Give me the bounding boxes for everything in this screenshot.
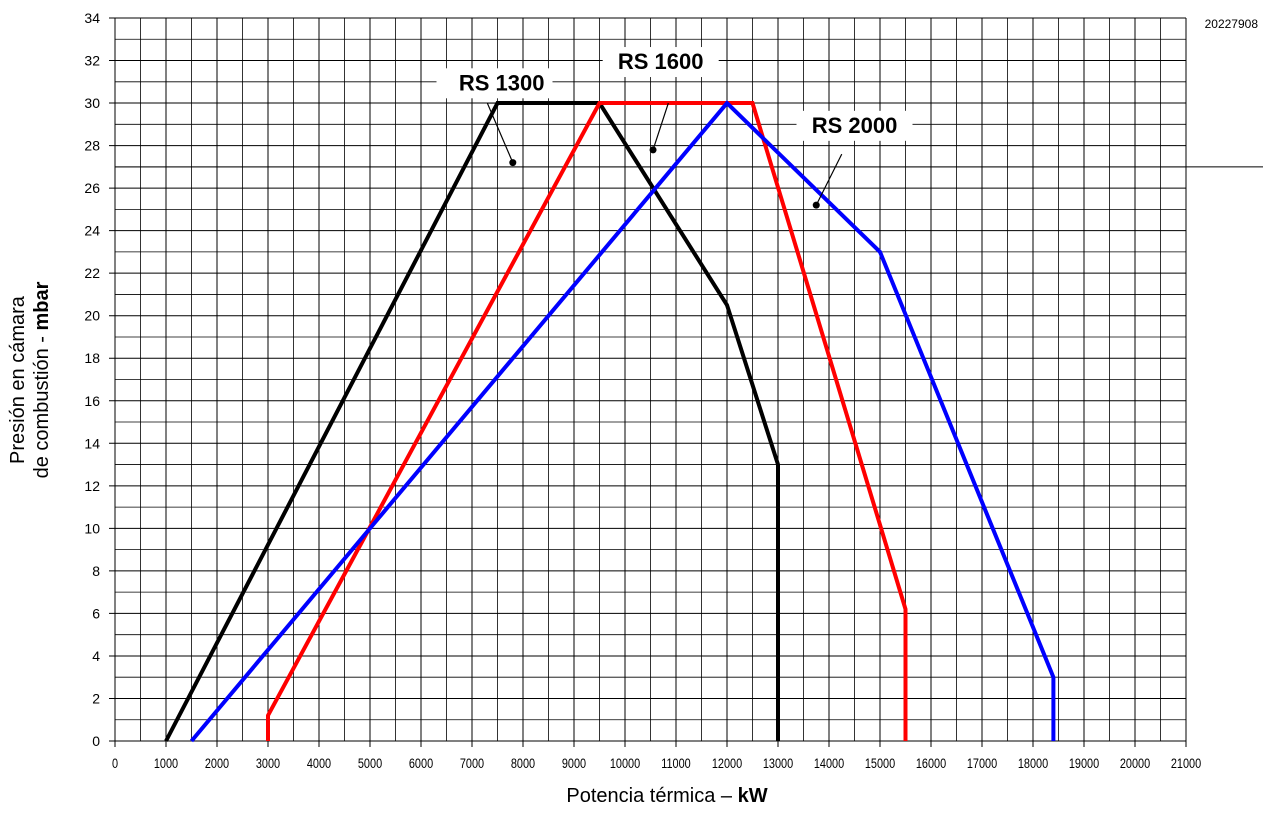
y-tick-label: 12 [84, 478, 100, 494]
callout-leader-line [815, 153, 843, 206]
grid-major [109, 17, 1263, 747]
y-axis-label-line1: Presión en cámara [7, 295, 29, 464]
x-tick-label: 13000 [763, 756, 793, 772]
y-tick-label: 16 [84, 393, 100, 409]
x-axis-label: Potencia térmica – kW [566, 785, 767, 807]
callout-background [436, 68, 553, 99]
series-line [189, 100, 1056, 743]
x-tick-label: 16000 [916, 756, 946, 772]
y-tick-label: 26 [84, 180, 100, 196]
x-tick-label: 14000 [814, 756, 844, 772]
y-tick-label: 4 [92, 648, 100, 664]
y-tick-label: 30 [84, 95, 100, 111]
y-tick-label: 22 [84, 265, 100, 281]
y-axis-label-line2: de combustión - mbar [31, 281, 53, 478]
x-tick-label: 19000 [1069, 756, 1099, 772]
series-label: RS 1300 [459, 70, 545, 95]
y-tick-label: 32 [84, 53, 100, 69]
x-axis-label-text: Potencia térmica – [566, 785, 737, 807]
y-tick-label: 0 [92, 733, 100, 749]
series-label: RS 1600 [618, 49, 704, 74]
y-tick-label: 14 [84, 435, 100, 451]
x-tick-label: 18000 [1018, 756, 1048, 772]
x-tick-label: 5000 [358, 756, 382, 772]
y-tick-label: 24 [84, 223, 100, 239]
series-callout: RS 2000 [796, 110, 913, 209]
x-tick-labels: 0 1000 2000 3000 4000 5000 6000 7000 8000 9000 100… [112, 756, 1201, 772]
x-tick-label: 12000 [712, 756, 742, 772]
callouts: RS 1300 RS 1600 RS 2000 [436, 47, 913, 209]
x-tick-label: 2000 [205, 756, 229, 772]
x-tick-label: 6000 [409, 756, 433, 772]
x-tick-label: 1000 [154, 756, 178, 772]
x-tick-label: 11000 [661, 756, 691, 772]
x-tick-label: 20000 [1120, 756, 1150, 772]
y-tick-label: 18 [84, 350, 100, 366]
x-tick-label: 17000 [967, 756, 997, 772]
y-axis-label: Presión en cámara de combustión - mbar [7, 281, 53, 478]
x-axis-unit: kW [738, 785, 768, 807]
y-tick-label: 8 [92, 563, 100, 579]
y-tick-label: 34 [84, 10, 100, 26]
callout-dot [649, 146, 657, 154]
x-tick-label: 4000 [307, 756, 331, 772]
callout-background [796, 110, 913, 141]
callout-leader-line [652, 102, 669, 151]
callout-leader-line [486, 102, 514, 163]
y-tick-label: 2 [92, 690, 100, 706]
x-tick-label: 9000 [562, 756, 586, 772]
x-tick-label: 7000 [460, 756, 484, 772]
figure-code: 20227908 [1205, 17, 1259, 31]
y-axis-label-text: de combustión - [31, 331, 53, 479]
y-tick-label: 10 [84, 520, 100, 536]
x-tick-label: 10000 [610, 756, 640, 772]
series-line [266, 101, 908, 741]
callout-background [602, 47, 719, 78]
y-tick-label: 28 [84, 138, 100, 154]
x-tick-label: 21000 [1171, 756, 1201, 772]
series-lines [164, 100, 1056, 743]
x-tick-label: 0 [112, 756, 118, 772]
series-label: RS 2000 [812, 113, 898, 138]
y-tick-label: 6 [92, 605, 100, 621]
series-callout: RS 1300 [436, 68, 553, 167]
y-axis-unit: mbar [31, 281, 53, 330]
callout-dot [509, 159, 517, 167]
series-line [164, 101, 780, 742]
y-tick-label: 20 [84, 308, 100, 324]
grid-minor [115, 18, 1186, 741]
callout-dot [812, 201, 820, 209]
series-callout: RS 1600 [602, 47, 719, 154]
x-tick-label: 15000 [865, 756, 895, 772]
x-tick-label: 3000 [256, 756, 280, 772]
x-tick-label: 8000 [511, 756, 535, 772]
